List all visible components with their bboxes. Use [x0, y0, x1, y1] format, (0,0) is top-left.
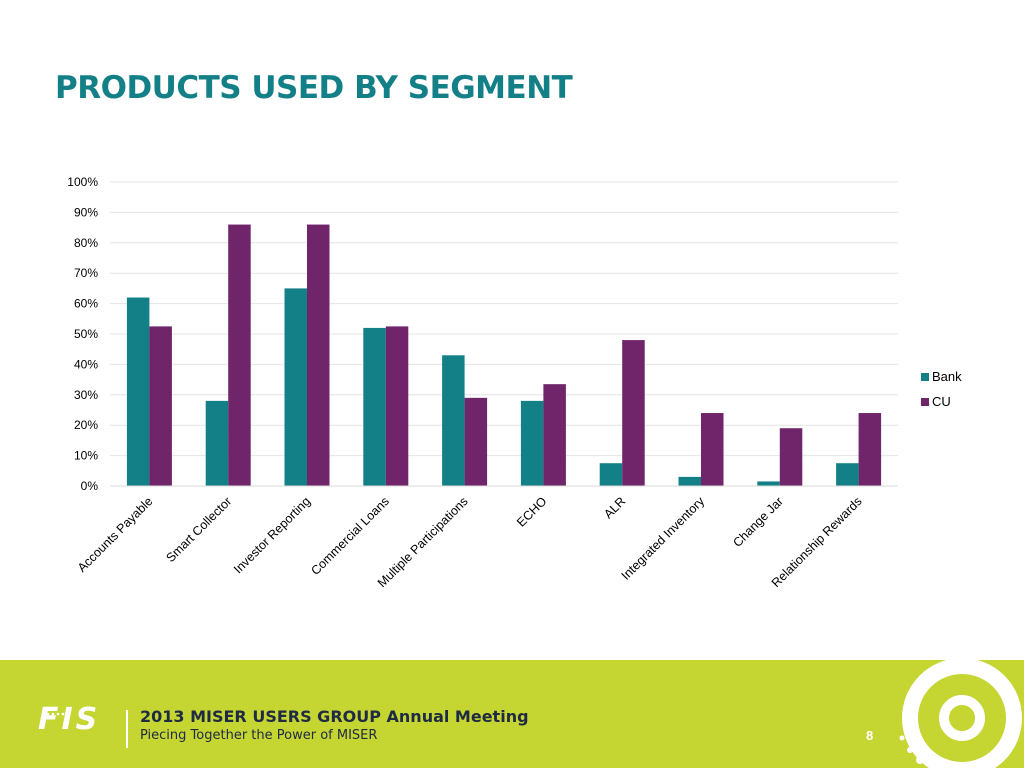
y-tick-label: 90%	[74, 205, 98, 219]
bar-cu	[149, 326, 172, 486]
category-label: Change Jar	[730, 494, 786, 550]
category-label: Integrated Inventory	[619, 494, 708, 583]
footer-band: FIS 2013 MISER USERS GROUP Annual Meetin…	[0, 660, 1024, 768]
footer-title: 2013 MISER USERS GROUP Annual Meeting	[140, 707, 529, 726]
logo-dots	[46, 712, 70, 716]
bar-bank	[520, 400, 544, 486]
y-tick-label: 20%	[74, 418, 98, 432]
bars	[126, 224, 882, 486]
category-label: Investor Reporting	[231, 494, 313, 576]
footer-divider	[126, 710, 128, 748]
bar-bank	[599, 463, 623, 486]
bar-cu	[464, 397, 488, 486]
y-tick-label: 80%	[74, 236, 98, 250]
bar-bank	[442, 355, 465, 486]
legend-label-bank: Bank	[932, 369, 962, 384]
category-labels: Accounts Payable Smart CollectorInvestor …	[75, 494, 865, 590]
bar-cu	[307, 224, 330, 486]
bar-cu	[858, 413, 882, 486]
y-tick-label: 60%	[74, 297, 98, 311]
category-label: Relationship Rewards	[769, 494, 865, 590]
bar-bank	[836, 463, 859, 486]
y-tick-label: 30%	[74, 388, 98, 402]
bar-cu	[779, 428, 803, 486]
category-label: Smart Collector	[164, 494, 235, 565]
y-tick-label: 40%	[74, 357, 98, 371]
category-label: Commercial Loans	[308, 494, 392, 578]
bar-bank	[678, 476, 701, 486]
y-tick-label: 10%	[74, 449, 98, 463]
y-tick-label: 0%	[81, 479, 99, 493]
page-number: 8	[866, 728, 874, 743]
bar-cu	[543, 384, 566, 486]
category-label: ALR	[601, 494, 628, 521]
footer-subtitle: Piecing Together the Power of MISER	[140, 728, 378, 743]
bar-chart: 0% 10% 20% 30% 40% 50% 60% 70% 80% 90% 100% Accoun…	[67, 175, 962, 590]
bar-bank	[363, 327, 386, 486]
bar-cu	[385, 326, 409, 486]
slide-title: PRODUCTS USED BY SEGMENT	[55, 70, 573, 106]
legend-swatch-bank	[921, 373, 929, 381]
legend: Bank CU	[921, 369, 962, 409]
fis-logo: FIS	[38, 702, 101, 737]
bar-bank	[126, 297, 150, 486]
bar-bank	[205, 400, 229, 486]
bar-cu	[701, 413, 724, 486]
bar-cu	[622, 340, 645, 486]
category-label: ECHO	[514, 494, 550, 530]
category-label: Accounts Payable	[75, 494, 156, 575]
bar-bank	[757, 481, 780, 486]
bar-cu	[228, 224, 251, 486]
bar-bank	[284, 288, 307, 486]
legend-label-cu: CU	[932, 394, 951, 409]
y-tick-label: 100%	[67, 175, 98, 189]
y-tick-label: 50%	[74, 327, 98, 341]
swirl-graphic	[899, 660, 1022, 768]
y-axis-ticks: 0% 10% 20% 30% 40% 50% 60% 70% 80% 90% 100%	[67, 175, 98, 493]
legend-swatch-cu	[921, 398, 929, 406]
category-label: Multiple Participations	[375, 494, 471, 590]
y-tick-label: 70%	[74, 266, 98, 280]
